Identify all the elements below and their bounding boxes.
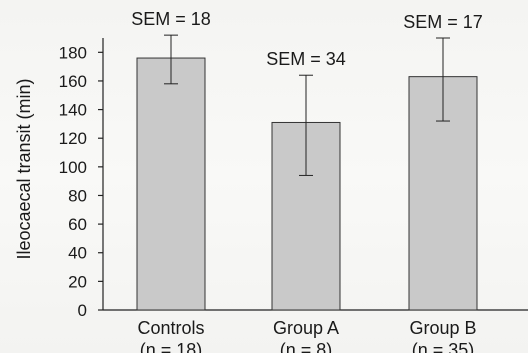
x-tick-label: Group B — [409, 318, 476, 338]
y-tick-label: 0 — [78, 301, 87, 320]
error-bars — [164, 34, 450, 176]
sem-label: SEM = 34 — [266, 49, 346, 69]
bars — [136, 57, 478, 311]
y-tick-label: 120 — [59, 129, 87, 148]
y-tick-label: 60 — [68, 215, 87, 234]
y-tick-label: 20 — [68, 272, 87, 291]
labels: SEM = 18 Controls (n = 18) SEM = 34 Group A (… — [131, 9, 483, 353]
y-axis-label: Ileocaecal transit (min) — [14, 78, 34, 259]
x-tick-label: Group A — [273, 318, 339, 338]
bar — [136, 57, 206, 311]
y-tick-label: 80 — [68, 186, 87, 205]
y-tick-label: 180 — [59, 43, 87, 62]
y-tick-label: 160 — [59, 72, 87, 91]
category-count-label: (n = 8) — [280, 340, 333, 353]
y-tick-label: 40 — [68, 244, 87, 263]
sem-label: SEM = 17 — [403, 12, 483, 32]
y-tick-label: 140 — [59, 101, 87, 120]
category-count-label: (n = 18) — [140, 340, 203, 353]
category-count-label: (n = 35) — [412, 340, 475, 353]
sem-label: SEM = 18 — [131, 9, 211, 29]
axes: 0 20 40 60 80 100 120 140 160 180 Ileocaecal trans… — [14, 38, 528, 320]
x-tick-label: Controls — [137, 318, 204, 338]
y-tick-label: 100 — [59, 158, 87, 177]
